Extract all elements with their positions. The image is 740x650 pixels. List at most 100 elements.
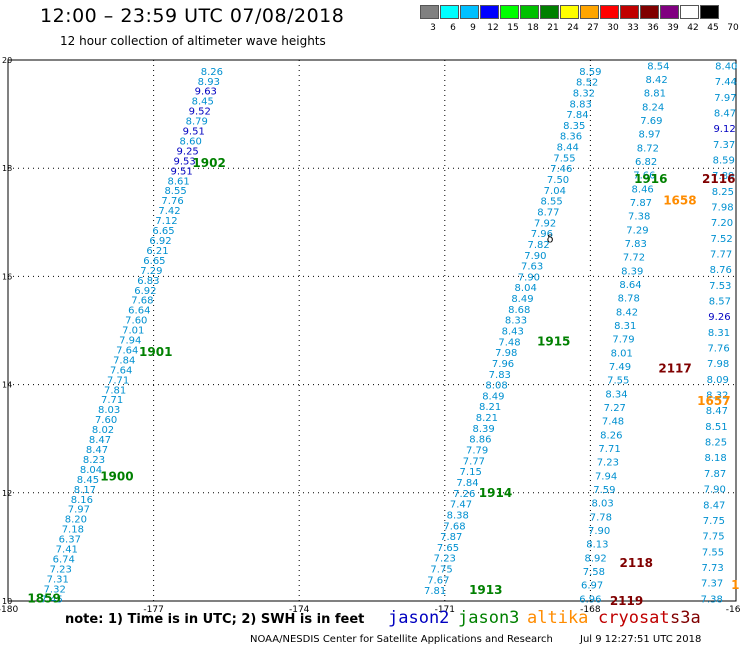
swh-value: 6.92 (134, 286, 156, 297)
color-swatch (700, 5, 719, 19)
swh-value: 7.84 (456, 478, 478, 489)
swh-value: 7.79 (612, 335, 634, 346)
swh-value: 7.32 (44, 584, 66, 595)
swh-value: 8.03 (98, 405, 120, 416)
swh-value: 7.84 (566, 110, 588, 121)
swh-value: 8.26 (201, 67, 223, 78)
y-tick-label: 12 (2, 489, 12, 498)
swh-value: 8.60 (180, 136, 202, 147)
swh-value: 6.74 (53, 554, 75, 565)
swh-value: 7.98 (707, 359, 729, 370)
swh-value: 7.49 (609, 362, 631, 373)
color-swatch (640, 5, 659, 19)
color-scale-label: 12 (487, 23, 499, 33)
swh-value: 8.08 (485, 381, 507, 392)
swh-value: 8.23 (83, 455, 105, 466)
y-tick-label: 10 (2, 597, 12, 606)
color-swatch (540, 5, 559, 19)
swh-value: 7.72 (623, 253, 645, 264)
swh-value: 7.45 (41, 594, 63, 605)
swh-value: 7.79 (466, 446, 488, 457)
swh-value: 9.12 (713, 124, 735, 135)
swh-value: 7.38 (628, 212, 650, 223)
swh-value: 7.04 (544, 186, 566, 197)
swh-value: 8.59 (713, 155, 735, 166)
swh-value: 7.81 (424, 586, 446, 597)
swh-value: 8.25 (712, 187, 734, 198)
swh-value: 7.73 (701, 563, 723, 574)
swh-value: 8.78 (618, 294, 640, 305)
y-tick-label: 20 (2, 56, 12, 65)
color-swatch (520, 5, 539, 19)
swh-value: 7.66 (633, 171, 655, 182)
swh-value: 8.46 (632, 184, 654, 195)
time-label: 1901 (139, 345, 172, 359)
swh-value: 7.94 (119, 336, 141, 347)
swh-value: 8.13 (586, 540, 608, 551)
swh-value: 8.54 (647, 61, 669, 72)
swh-value: 7.48 (498, 337, 520, 348)
swh-value: 8.79 (186, 117, 208, 128)
swh-value: 7.89 (712, 171, 734, 182)
swh-value: 8.39 (621, 266, 643, 277)
color-swatch (440, 5, 459, 19)
swh-value: 8.97 (639, 130, 661, 141)
swh-value: 7.82 (527, 240, 549, 251)
y-tick-label: 16 (2, 272, 12, 281)
swh-value: 7.98 (495, 348, 517, 359)
swh-value: 8.09 (707, 375, 729, 386)
color-scale-label: 45 (707, 23, 719, 33)
swh-value: 6.92 (149, 236, 171, 247)
swh-value: 8.02 (92, 425, 114, 436)
time-label: 1913 (469, 583, 502, 597)
swh-value: 7.50 (547, 175, 569, 186)
swh-value: 7.27 (604, 403, 626, 414)
swh-value: 8.03 (591, 499, 613, 510)
footer-note: note: 1) Time is in UTC; 2) SWH is in fe… (65, 612, 365, 627)
x-tick-label: -171 (435, 605, 455, 615)
swh-value: 9.26 (708, 312, 730, 323)
swh-value: 8.52 (576, 78, 598, 89)
swh-value: 7.71 (598, 444, 620, 455)
swh-value: 7.90 (704, 485, 726, 496)
swh-value: 7.71 (107, 375, 129, 386)
color-swatch (680, 5, 699, 19)
credit-timestamp: Jul 9 12:27:51 UTC 2018 (580, 634, 702, 645)
swh-value: 7.94 (595, 471, 617, 482)
swh-value: 8.47 (714, 108, 736, 119)
swh-value: 8.42 (616, 307, 638, 318)
swh-value: 7.26 (453, 489, 475, 500)
swh-value: 8.31 (708, 328, 730, 339)
swh-value: 7.68 (443, 521, 465, 532)
swh-value: 8.16 (71, 495, 93, 506)
swh-value: 8.81 (644, 89, 666, 100)
swh-value: 7.84 (113, 355, 135, 366)
swh-value: 8.93 (198, 77, 220, 88)
swh-value: 7.75 (703, 516, 725, 527)
swh-value: 6.65 (152, 226, 174, 237)
time-label: 1658 (663, 194, 696, 208)
swh-value: 9.53 (174, 156, 196, 167)
credit-text: NOAA/NESDIS Center for Satellite Applica… (250, 634, 553, 645)
time-label: 2118 (620, 556, 653, 570)
swh-value: 8.34 (605, 389, 627, 400)
x-tick-label: -165 (726, 605, 740, 615)
swh-value: 6.96 (579, 594, 601, 605)
swh-value: 6.64 (128, 306, 150, 317)
legend-s3a: s3a (670, 608, 701, 628)
swh-value: 8.04 (515, 283, 537, 294)
swh-value: 9.63 (195, 87, 217, 98)
legend-cryosat: cryosat (598, 608, 670, 628)
swh-value: 8.24 (642, 102, 664, 113)
swh-value: 7.52 (710, 234, 732, 245)
swh-value: 6.37 (59, 535, 81, 546)
swh-value: 7.38 (701, 594, 723, 605)
time-label: 2117 (658, 361, 691, 375)
legend-altika: altika (527, 608, 589, 628)
time-label: 1902 (192, 156, 225, 170)
swh-value: 7.47 (450, 500, 472, 511)
swh-value: 8.51 (705, 422, 727, 433)
swh-value: 8.83 (570, 99, 592, 110)
swh-value: 6.82 (635, 157, 657, 168)
